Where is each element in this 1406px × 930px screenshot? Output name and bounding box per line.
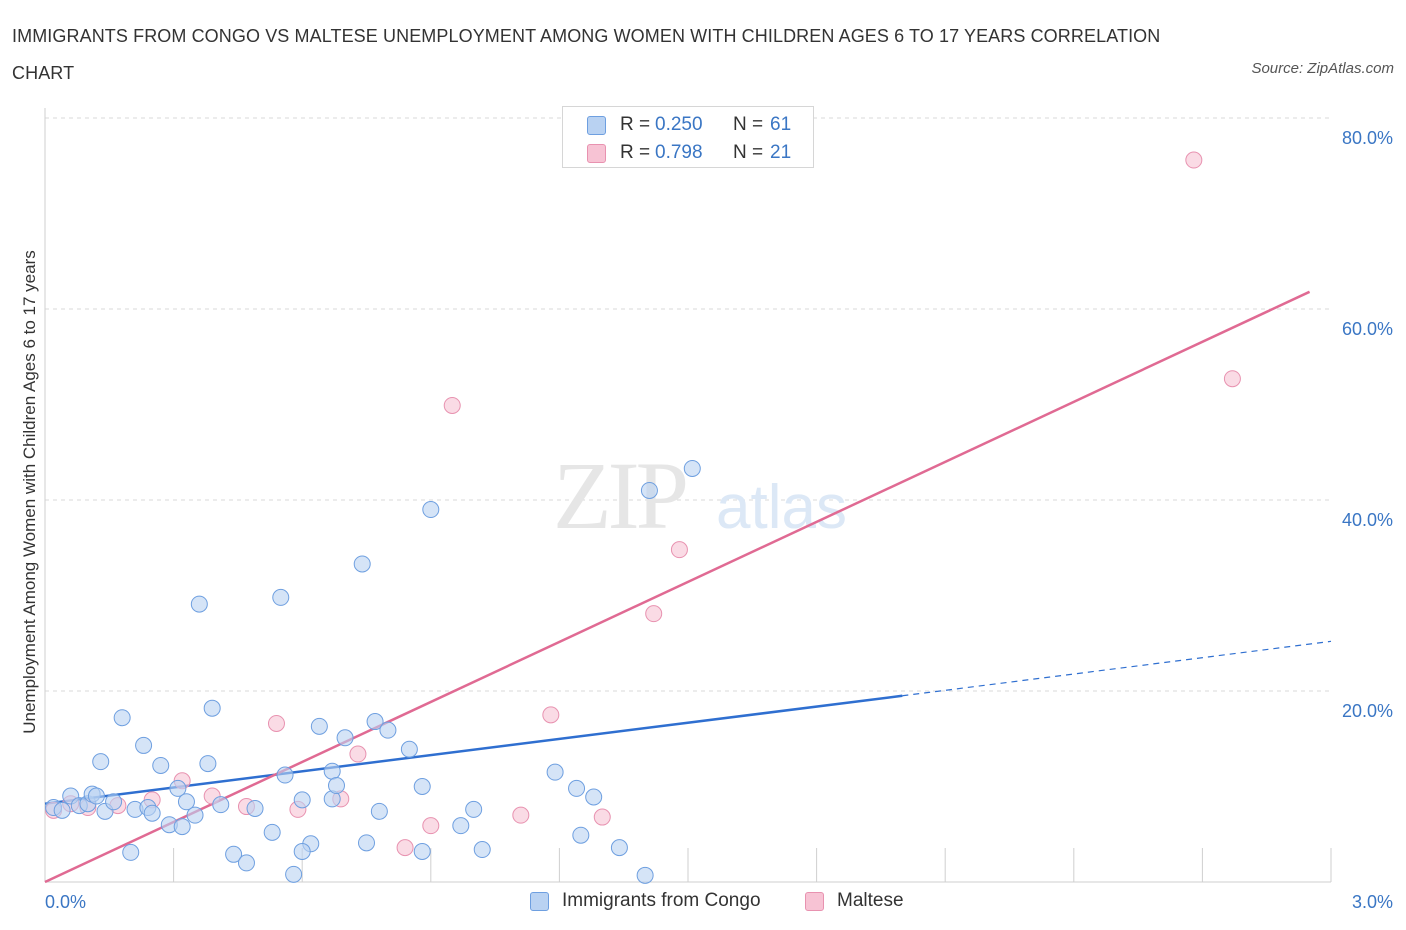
legend-label-congo: Immigrants from Congo (562, 890, 761, 911)
data-point-congo (413, 842, 431, 860)
data-point-congo (336, 729, 354, 747)
data-point-congo (473, 841, 491, 859)
y-tick-label: 40.0% (1342, 510, 1393, 530)
data-point-congo (327, 777, 345, 795)
y-tick-label: 20.0% (1342, 701, 1393, 721)
data-point-congo (323, 762, 341, 780)
data-point-congo (358, 834, 375, 852)
data-point-congo (246, 799, 264, 817)
data-point-congo (276, 766, 294, 784)
data-point-congo (285, 865, 303, 883)
source-label: Source: ZipAtlas.com (1251, 60, 1394, 77)
data-point-congo (105, 793, 123, 811)
data-point-congo (203, 699, 221, 717)
data-point-congo (135, 736, 153, 754)
n-label: N = (733, 114, 764, 135)
data-point-congo (683, 459, 701, 477)
data-point-congo (636, 866, 654, 884)
data-point-congo (177, 793, 195, 811)
r-value: 0.798 (655, 142, 703, 163)
y-axis-label: Unemployment Among Women with Children A… (20, 250, 39, 734)
trend-line-maltese (44, 290, 1311, 884)
data-point-congo (379, 721, 397, 739)
data-point-maltese (422, 817, 440, 835)
data-point-congo (169, 779, 187, 797)
trend-line-congo-projection (902, 640, 1332, 697)
data-point-congo (572, 826, 590, 844)
data-point-congo (546, 763, 564, 781)
watermark-atlas: atlas (716, 473, 847, 542)
r-label: R = (620, 142, 651, 163)
data-point-congo (413, 778, 431, 795)
chart-title: IMMIGRANTS FROM CONGO VS MALTESE UNEMPLO… (12, 26, 1161, 83)
x-tick-label: 0.0% (45, 892, 86, 912)
x-tick-label: 3.0% (1352, 892, 1393, 912)
data-point-congo (199, 755, 217, 773)
data-point-congo (585, 788, 603, 806)
data-point-congo (568, 779, 586, 797)
data-point-congo (53, 801, 71, 819)
data-point-congo (353, 555, 371, 573)
data-point-congo (452, 817, 470, 835)
y-tick-label: 60.0% (1342, 319, 1393, 339)
trend-lines (44, 290, 1332, 884)
data-point-maltese (670, 541, 688, 559)
n-value: 21 (770, 142, 792, 163)
r-label: R = (620, 114, 651, 135)
data-point-maltese (1185, 151, 1203, 169)
tick-labels: 20.0% 40.0% 60.0% 80.0% 0.0% 3.0% (45, 128, 1393, 912)
r-value: 0.250 (655, 114, 703, 135)
n-label: N = (733, 142, 764, 163)
data-point-congo (465, 800, 483, 818)
data-point-congo (122, 843, 140, 861)
data-point-maltese (542, 706, 560, 724)
legend-label-maltese: Maltese (837, 890, 904, 911)
data-point-congo (400, 740, 418, 758)
data-point-maltese (443, 396, 461, 414)
swatch-congo (587, 116, 606, 135)
data-point-congo (263, 823, 281, 841)
axes (44, 108, 1332, 883)
swatch-maltese (587, 144, 606, 163)
legend-swatch-congo (530, 892, 549, 911)
data-point-congo (640, 481, 658, 499)
data-point-maltese (1223, 370, 1241, 388)
data-point-congo (92, 753, 110, 771)
n-value: 61 (770, 114, 792, 135)
legend-swatch-maltese (805, 892, 824, 911)
data-point-maltese (512, 806, 530, 824)
watermark-zip: ZIP (553, 442, 686, 549)
data-point-congo (370, 802, 388, 820)
data-point-congo (293, 791, 311, 809)
y-tick-label: 80.0% (1342, 128, 1393, 148)
data-point-maltese (267, 714, 285, 732)
series-congo (45, 459, 701, 884)
data-point-congo (237, 854, 255, 872)
data-point-congo (212, 796, 230, 814)
data-point-maltese (593, 808, 611, 826)
data-point-congo (173, 818, 191, 836)
data-point-congo (272, 588, 290, 606)
data-point-congo (293, 842, 311, 860)
data-point-congo (186, 806, 204, 824)
data-point-congo (87, 787, 105, 805)
data-point-congo (113, 709, 131, 727)
data-point-congo (366, 713, 384, 731)
data-point-congo (422, 501, 440, 519)
data-point-congo (190, 595, 208, 613)
gridlines (45, 117, 1331, 692)
data-point-congo (225, 845, 243, 863)
data-point-maltese (645, 605, 663, 623)
data-point-congo (610, 839, 628, 857)
data-point-congo (143, 804, 161, 822)
data-point-congo (310, 717, 328, 735)
data-point-maltese (349, 745, 367, 763)
data-point-maltese (396, 839, 414, 857)
watermark: ZIP atlas (553, 442, 847, 549)
data-point-congo (152, 756, 170, 774)
stats-legend: R = 0.250 N = 61 R = 0.798 N = 21 (562, 106, 814, 168)
